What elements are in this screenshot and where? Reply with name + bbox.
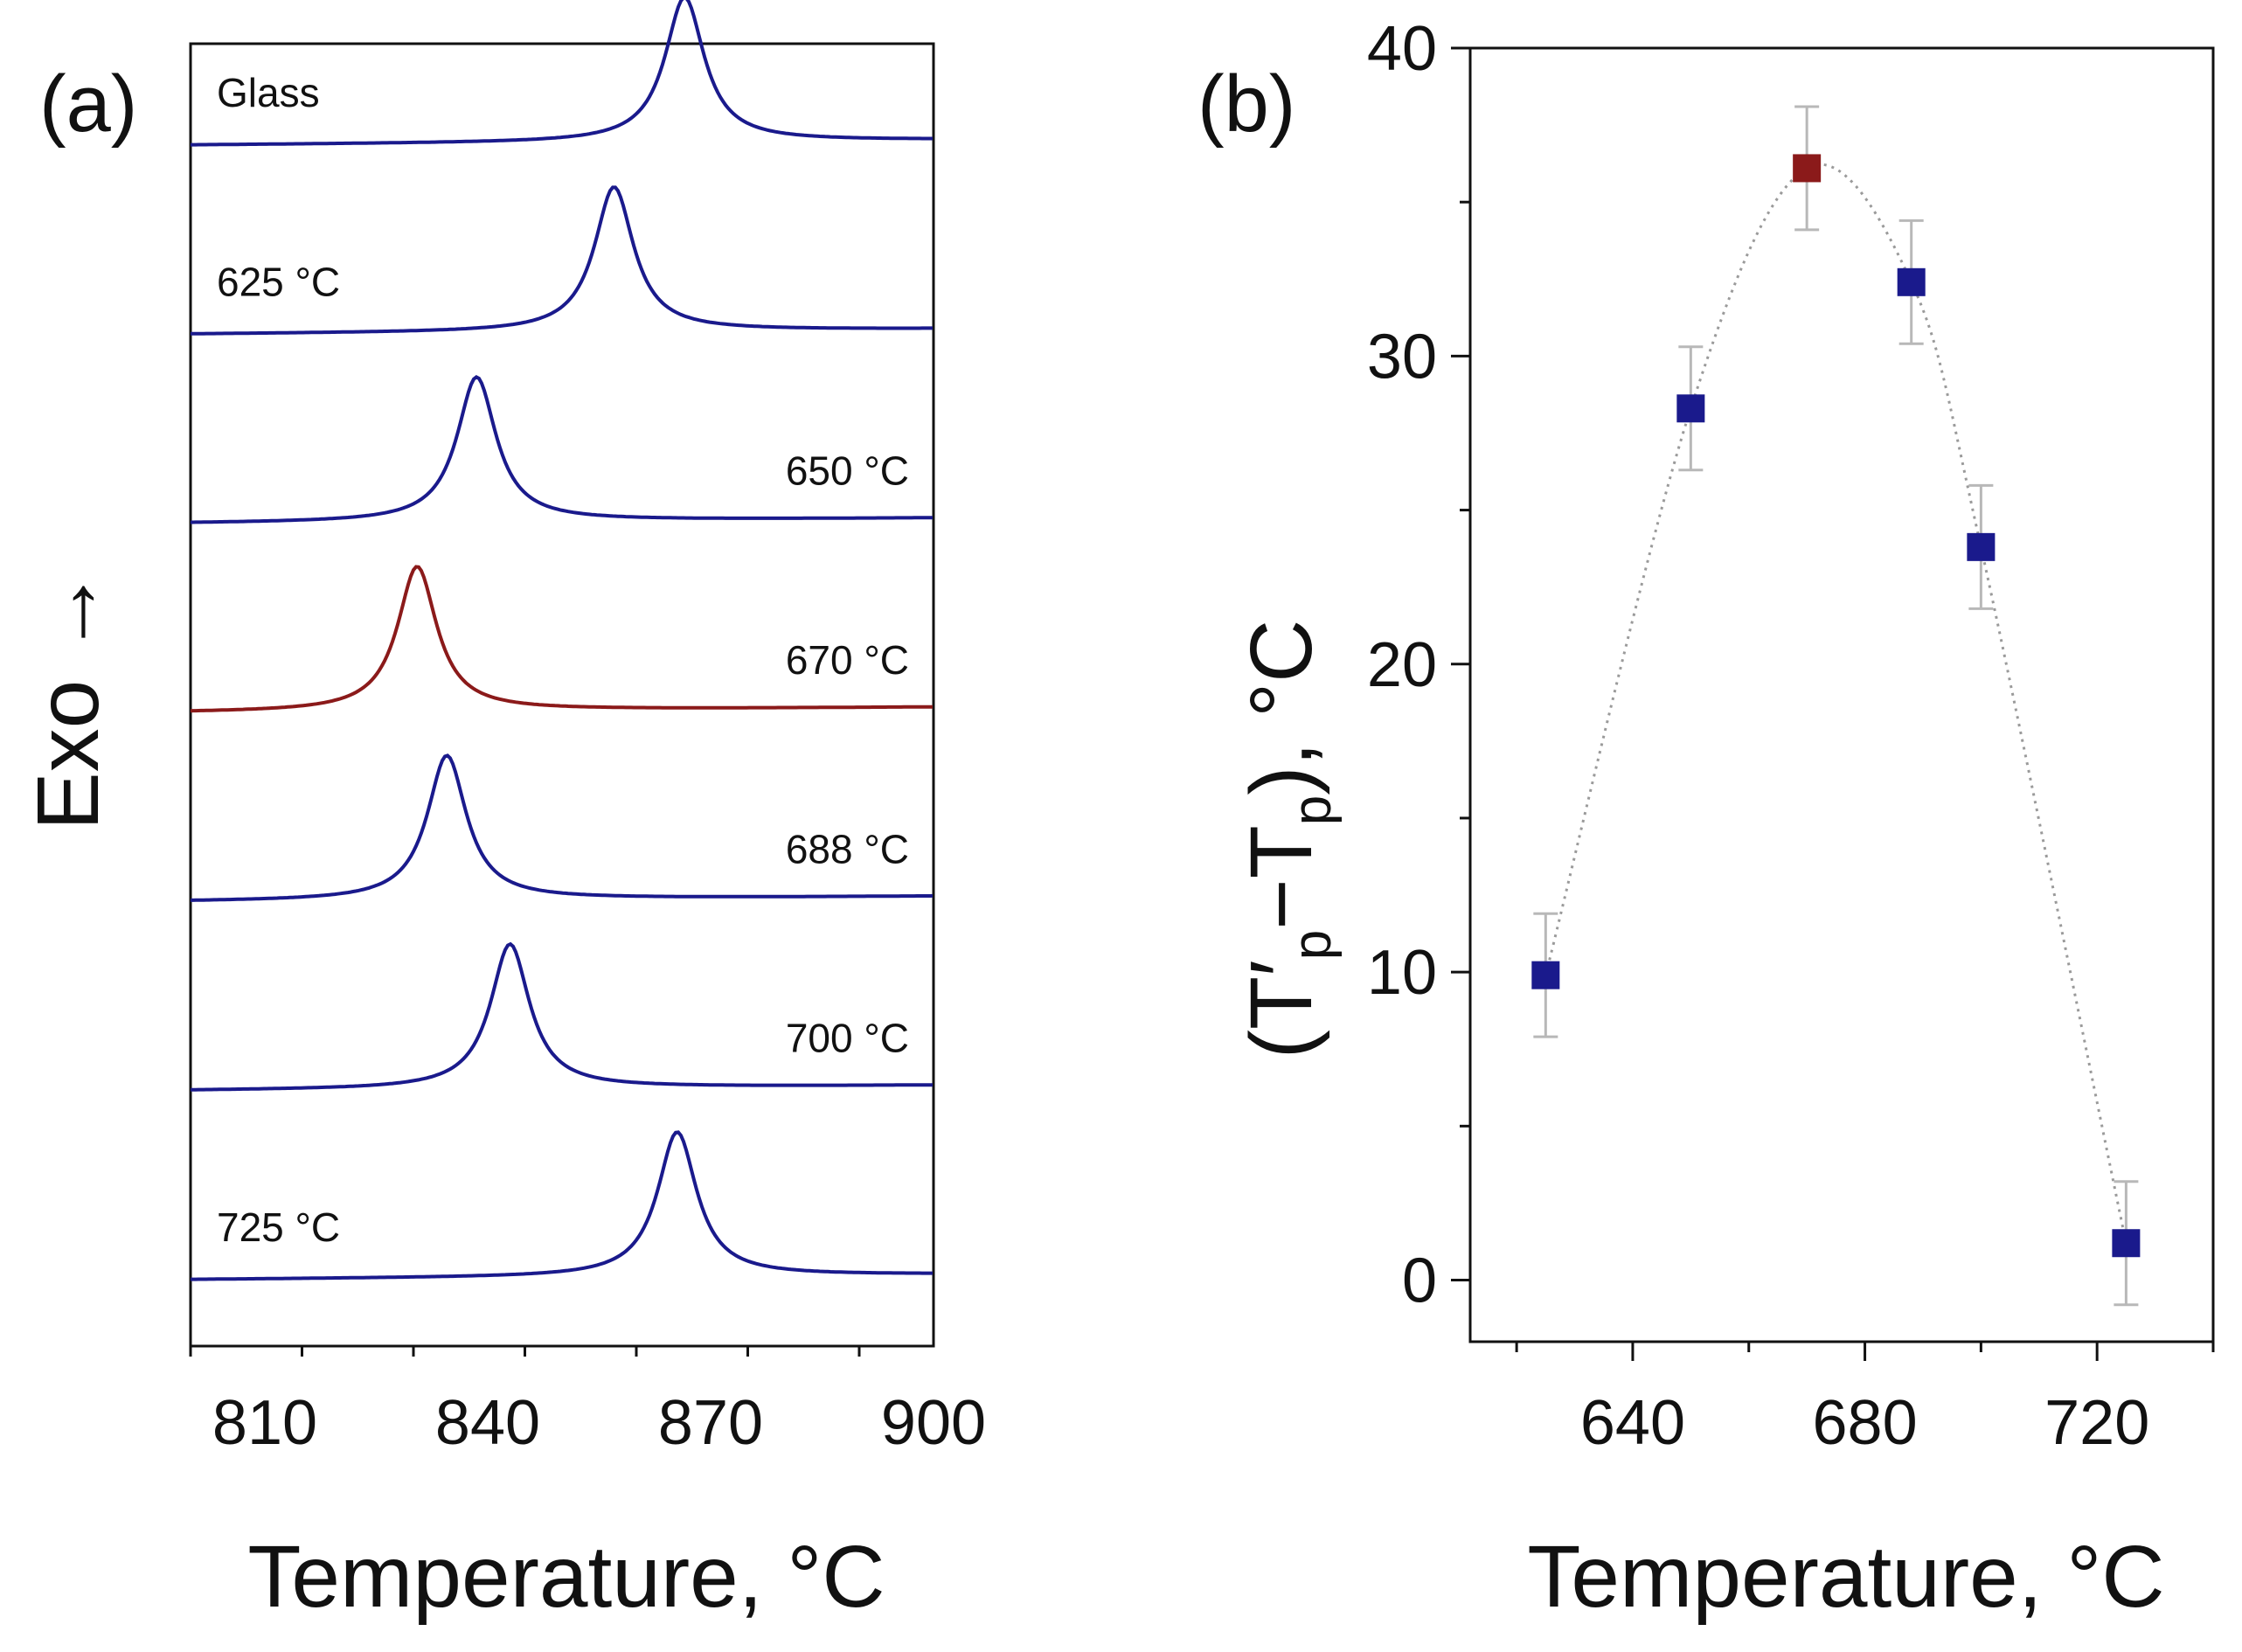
curve-label: 688 °C [786,826,909,871]
dsc-curve [191,1130,933,1281]
dsc-curve [191,185,933,336]
x-tick-label: 870 [658,1388,763,1458]
panel-a: (a) Exo → Temperature, °C 810 840 870 900 G… [19,0,986,1626]
panel-a-ylabel: Exo → [19,568,117,830]
y-tick-label: 40 [1367,14,1437,84]
dsc-curve [190,565,933,713]
panel-b: (b) (T′p−Tp), °C Temperature, °C 640 680 7… [1197,14,2215,1626]
data-point [1967,532,1996,561]
x-tick-label: 810 [212,1388,317,1458]
data-point [1897,267,1926,296]
panel-a-curve-labels: Glass 625 °C 650 °C 670 °C 688 °C 700 °C 725 °… [217,70,909,1250]
data-point [2112,1229,2141,1258]
x-tick-label: 720 [2044,1388,2149,1458]
panel-a-frame [189,42,935,1348]
dsc-curve [191,753,934,902]
x-tick-label: 900 [881,1388,986,1458]
x-tick-label: 840 [435,1388,540,1458]
panel-b-xlabel: Temperature, °C [1527,1528,2164,1626]
y-tick-label: 30 [1367,322,1437,392]
panel-b-axes: 640 680 720 0 10 20 30 40 [1367,14,2215,1458]
dsc-curve [191,375,933,524]
y-tick-label: 20 [1367,630,1437,700]
curve-label: Glass [217,70,320,115]
panel-a-curves [190,0,934,1281]
fit-curve [1544,163,2127,1244]
curve-label: 670 °C [786,637,909,683]
panel-b-points [1531,105,2141,1307]
panel-b-fit-curve [1544,163,2127,1244]
y-tick-label: 0 [1402,1246,1437,1316]
curve-label: 725 °C [217,1204,340,1250]
panel-b-frame [1468,46,2215,1343]
panel-a-label: (a) [39,59,137,149]
data-point [1793,154,1822,183]
dsc-curve [190,941,933,1092]
curve-label: 625 °C [217,259,340,304]
data-point [1676,394,1705,423]
panel-b-ylabel: (T′p−Tp), °C [1232,620,1343,1059]
curve-label: 700 °C [786,1016,909,1061]
x-tick-label: 640 [1580,1388,1685,1458]
panel-a-x-axis: 810 840 870 900 [189,1346,986,1458]
x-tick-label: 680 [1812,1388,1917,1458]
curve-label: 650 °C [786,448,909,494]
data-point [1531,961,1560,989]
panel-a-xlabel: Temperature, °C [247,1528,885,1626]
dsc-curve [191,0,933,147]
panel-b-label: (b) [1197,59,1295,149]
y-tick-label: 10 [1367,938,1437,1008]
